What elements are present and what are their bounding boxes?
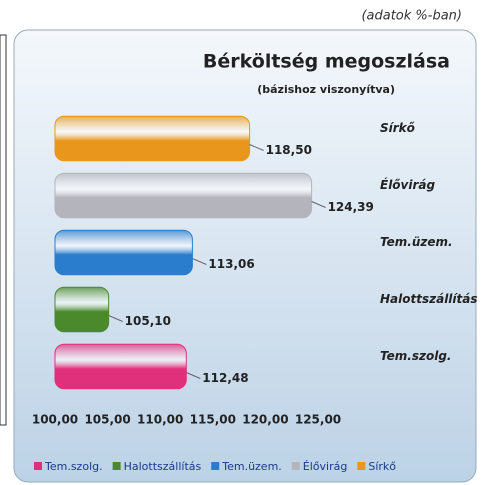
leader-line [249, 144, 264, 151]
legend-label: Élővirág [303, 460, 348, 473]
x-tick-label: 110,00 [137, 413, 183, 427]
bar [54, 229, 193, 276]
leader-line [108, 315, 123, 322]
x-tick-label: 120,00 [242, 413, 288, 427]
category-label: Halottszállítás [380, 292, 478, 306]
leader-line [311, 201, 326, 208]
note: (adatok %-ban) [361, 9, 462, 24]
chart-subtitle: (bázishoz viszonyítva) [257, 83, 395, 96]
chart-title: Bérköltség megoszlása [203, 51, 450, 73]
table-edge [0, 34, 7, 426]
x-tick-label: 100,00 [32, 413, 78, 427]
data-label: 105,10 [125, 314, 171, 328]
x-tick-label: 125,00 [295, 413, 341, 427]
x-tick-label: 105,00 [84, 413, 130, 427]
legend-swatch [357, 462, 366, 470]
category-label: Tem.üzem. [380, 235, 453, 249]
legend-label: Tem.szolg. [44, 460, 103, 473]
legend-label: Tem.üzem. [221, 460, 282, 473]
legend-swatch [291, 462, 300, 470]
legend-label: Sírkő [368, 460, 396, 473]
legend-swatch [211, 462, 220, 470]
leader-line [186, 372, 201, 379]
x-tick-label: 115,00 [190, 413, 236, 427]
data-label: 112,48 [202, 371, 248, 385]
data-label: 113,06 [208, 257, 254, 271]
bar [54, 286, 110, 333]
data-label: 124,39 [328, 200, 374, 214]
data-label: 118,50 [266, 143, 312, 157]
legend-label: Halottszállítás [124, 460, 202, 473]
legend-swatch [112, 462, 121, 470]
category-label: Sírkő [380, 121, 415, 135]
bar [54, 115, 251, 162]
legend-swatch [34, 462, 42, 470]
bar [54, 172, 313, 219]
category-label: Tem.szolg. [380, 349, 451, 363]
category-label: Élővirág [380, 177, 436, 192]
bar [54, 343, 187, 390]
leader-line [192, 258, 207, 265]
